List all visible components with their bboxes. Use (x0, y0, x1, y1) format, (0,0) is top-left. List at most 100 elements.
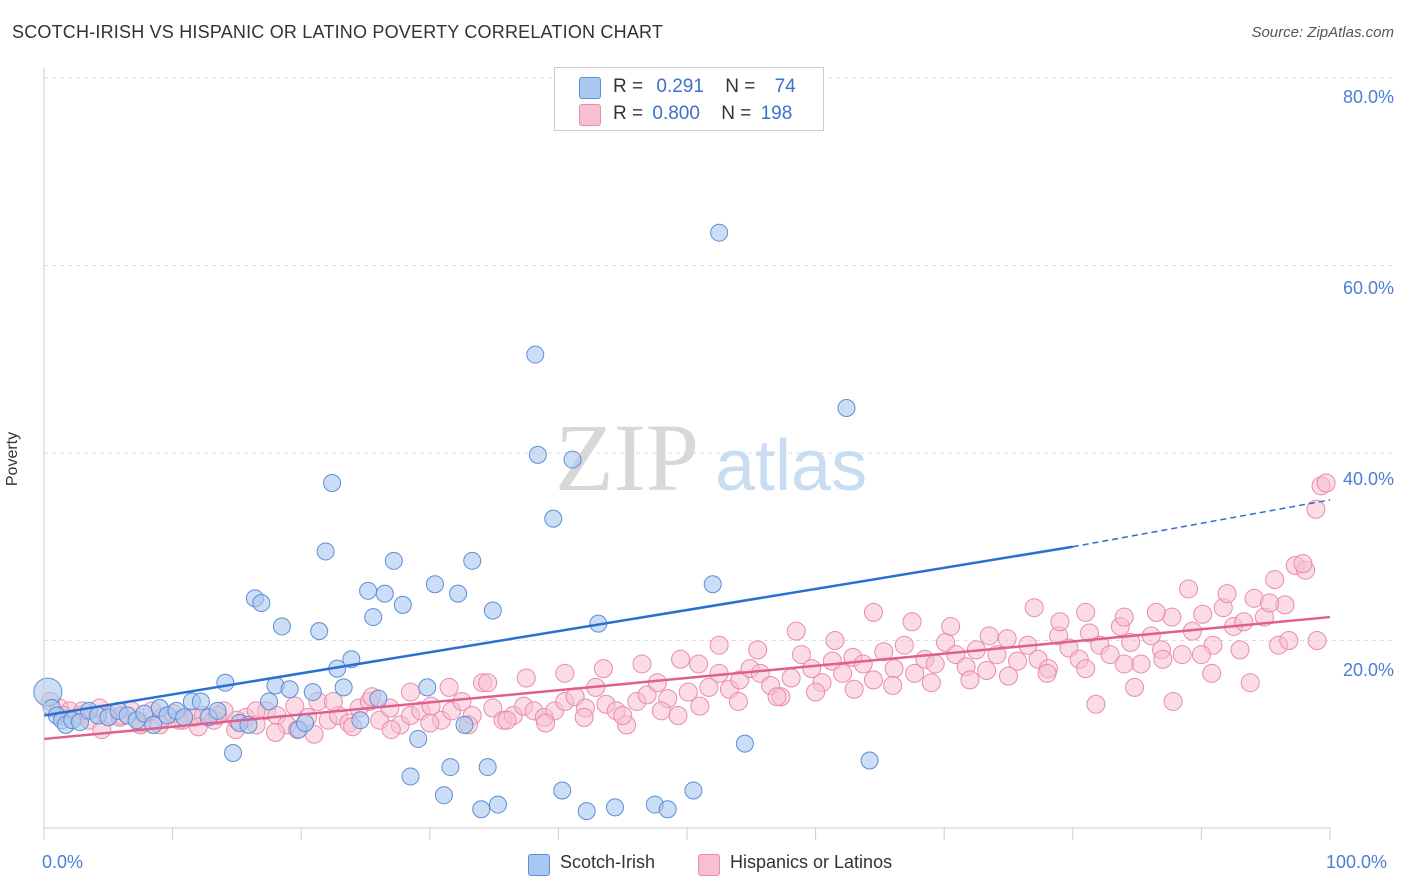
data-point-scotch-irish (208, 701, 227, 720)
data-point-hispanic (883, 676, 903, 695)
chart-title: SCOTCH-IRISH VS HISPANIC OR LATINO POVER… (12, 22, 664, 42)
y-tick-label: 40.0% (1342, 469, 1394, 489)
r-value: 0.800 (652, 103, 700, 124)
grid-lines (44, 77, 1392, 641)
source-credit: Source: ZipAtlas.com (1251, 24, 1394, 41)
data-point-hispanic (874, 642, 894, 662)
data-point-hispanic (678, 682, 698, 702)
data-point-scotch-irish (191, 692, 210, 711)
data-point-scotch-irish (364, 608, 383, 627)
y-tick-label: 20.0% (1342, 660, 1394, 680)
data-point-scotch-irish (334, 678, 353, 697)
axes (43, 68, 1331, 840)
data-point-scotch-irish (483, 601, 502, 620)
data-point-hispanic (1153, 649, 1173, 669)
trendline-hispanic (43, 615, 1331, 741)
data-point-scotch-irish (409, 729, 428, 748)
data-point-hispanic (863, 602, 883, 622)
y-axis-label: Poverty (4, 431, 22, 487)
data-point-scotch-irish (544, 509, 563, 528)
data-point-hispanic (516, 668, 536, 688)
data-point-hispanic (1265, 570, 1285, 590)
data-point-scotch-irish (260, 692, 279, 711)
data-point-hispanic (853, 654, 873, 674)
data-point-hispanic (651, 701, 671, 721)
r-value: 0.291 (656, 76, 704, 97)
data-point-hispanic (401, 682, 421, 702)
r-label: R = (613, 103, 644, 124)
data-point-hispanic (1234, 612, 1254, 632)
data-point-hispanic (285, 696, 305, 716)
data-point-hispanic (1024, 598, 1044, 618)
trendline-scotch-irish-extension (1072, 499, 1331, 548)
data-point-hispanic (1172, 645, 1192, 665)
data-point-hispanic (902, 612, 922, 632)
data-point-scotch-irish (401, 767, 420, 786)
data-point-hispanic (574, 707, 594, 727)
data-point-hispanic (767, 687, 787, 707)
data-point-hispanic (884, 659, 904, 679)
data-point-scotch-irish (837, 399, 856, 417)
data-point-hispanic (1050, 612, 1070, 632)
legend-swatch-pink (579, 104, 601, 126)
data-point-scotch-irish (296, 714, 315, 732)
data-point-hispanic (689, 654, 709, 674)
data-point-hispanic (381, 720, 401, 740)
data-point-scotch-irish (303, 683, 322, 702)
data-point-scotch-irish (280, 680, 299, 699)
data-point-hispanic (1240, 673, 1260, 693)
data-point-scotch-irish (703, 575, 722, 594)
data-point-scotch-irish (393, 595, 412, 614)
data-point-scotch-irish (684, 781, 703, 800)
data-point-hispanic (1179, 579, 1199, 599)
correlation-legend: R = 0.291 N = 74 R = 0.800 N = 198 (554, 67, 824, 131)
data-point-scotch-irish (735, 734, 754, 753)
data-point-scotch-irish (478, 758, 497, 777)
data-point-hispanic (632, 654, 652, 674)
n-value: 74 (774, 76, 796, 97)
legend-swatch-blue (579, 77, 601, 99)
legend-stats: R = 0.800 N = 198 (613, 103, 792, 125)
data-point-hispanic (1260, 593, 1280, 613)
data-point-hispanic (1100, 645, 1120, 665)
data-point-scotch-irish (375, 584, 394, 603)
data-point-scotch-irish (216, 673, 235, 692)
data-point-scotch-irish (860, 751, 879, 770)
data-point-hispanic (833, 663, 853, 683)
data-point-hispanic (1279, 631, 1299, 650)
data-point-scotch-irish (441, 758, 460, 777)
legend-label: Hispanics or Latinos (730, 852, 893, 872)
data-point-hispanic (1125, 677, 1145, 697)
data-point-hispanic (536, 713, 556, 733)
data-point-hispanic (497, 710, 517, 730)
x-tick-label: 100.0% (1326, 852, 1388, 872)
data-point-hispanic (613, 706, 633, 725)
data-point-scotch-irish (563, 450, 582, 469)
data-point-hispanic (806, 682, 826, 702)
data-point-hispanic (750, 663, 770, 683)
r-label: R = (613, 76, 644, 97)
data-point-scotch-irish (224, 744, 243, 762)
data-point-hispanic (999, 666, 1018, 686)
data-point-hispanic (894, 635, 914, 655)
data-point-hispanic (452, 691, 472, 711)
data-point-hispanic (925, 654, 945, 674)
data-point-hispanic (1202, 663, 1222, 683)
data-point-hispanic (977, 661, 997, 680)
data-point-hispanic (1193, 604, 1213, 624)
data-point-scotch-irish (316, 542, 335, 561)
data-point-hispanic (1114, 607, 1134, 627)
data-point-hispanic (786, 621, 806, 641)
n-label: N = (721, 103, 752, 124)
data-point-hispanic (420, 713, 440, 733)
legend-stats: R = 0.291 N = 74 (613, 76, 796, 98)
legend-item-hispanic: Hispanics or Latinos (698, 852, 893, 876)
watermark-atlas: atlas (715, 426, 867, 506)
data-point-scotch-irish (272, 617, 291, 636)
data-point-scotch-irish (323, 474, 342, 492)
legend-item-scotch-irish: Scotch-Irish (528, 852, 655, 876)
data-point-scotch-irish (252, 594, 271, 612)
data-point-scotch-irish (455, 715, 474, 734)
data-point-hispanic (997, 629, 1017, 649)
